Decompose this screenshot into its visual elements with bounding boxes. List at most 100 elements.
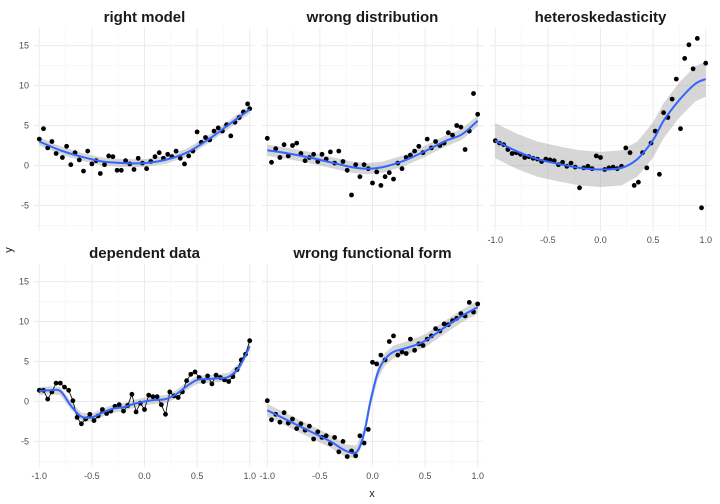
x-tick-label: 0.0	[138, 471, 151, 481]
data-point	[577, 185, 582, 191]
x-tick-label: 1.0	[699, 235, 712, 245]
data-point	[158, 402, 164, 408]
data-point	[522, 155, 528, 160]
data-point	[156, 150, 162, 156]
data-point	[53, 380, 59, 386]
data-point	[60, 155, 65, 160]
data-point	[163, 411, 168, 417]
data-point	[167, 389, 173, 395]
data-point	[64, 143, 69, 149]
data-point	[87, 411, 93, 417]
data-point	[568, 160, 574, 166]
data-point	[412, 347, 417, 353]
data-point	[636, 179, 641, 185]
smooth-fit-line	[494, 78, 707, 171]
data-point	[36, 136, 42, 142]
data-point	[353, 162, 359, 168]
data-point	[420, 343, 426, 348]
data-point	[386, 170, 392, 176]
data-point	[211, 128, 217, 134]
data-point	[184, 378, 190, 384]
data-point	[441, 321, 447, 327]
data-point	[623, 145, 629, 151]
data-point	[298, 421, 304, 427]
data-point	[361, 162, 367, 168]
data-point	[45, 396, 51, 402]
data-point	[110, 154, 116, 160]
data-point	[74, 415, 80, 420]
data-point	[357, 174, 363, 180]
data-point	[374, 361, 380, 367]
data-point	[585, 163, 591, 169]
data-point	[445, 130, 451, 136]
data-point	[370, 180, 375, 186]
data-point	[416, 143, 422, 149]
data-point	[682, 56, 688, 61]
data-point	[462, 147, 468, 152]
data-point	[678, 126, 683, 132]
y-tick-label: 5	[24, 357, 29, 367]
data-point	[340, 439, 346, 444]
x-axis-title: x	[369, 488, 375, 500]
data-point	[49, 139, 55, 144]
data-point	[307, 423, 312, 429]
data-point	[215, 125, 221, 131]
data-point	[131, 167, 137, 172]
panel-title: wrong distribution	[306, 9, 439, 26]
data-point	[290, 416, 295, 422]
data-point	[135, 155, 141, 161]
y-tick-label: 10	[19, 81, 29, 91]
data-point	[598, 155, 603, 160]
data-point	[97, 171, 103, 176]
data-point	[703, 60, 709, 66]
data-point	[669, 96, 675, 102]
x-tick-label: 0.0	[594, 235, 607, 245]
y-tick-label: 0	[24, 396, 29, 406]
data-point	[264, 398, 270, 404]
data-point	[273, 146, 279, 152]
data-point	[129, 391, 135, 397]
data-point	[281, 410, 287, 416]
data-point	[114, 167, 120, 173]
data-point	[323, 433, 329, 439]
data-point	[281, 142, 287, 148]
data-point	[378, 352, 384, 358]
panel-title: right model	[104, 9, 186, 26]
data-point	[102, 162, 107, 168]
data-point	[694, 36, 700, 41]
data-point	[399, 349, 405, 355]
confidence-ribbon	[39, 105, 250, 168]
data-point	[118, 167, 124, 173]
x-tick-label: -1.0	[32, 471, 48, 481]
data-point	[661, 110, 666, 116]
data-point	[336, 449, 342, 455]
data-point	[336, 148, 342, 154]
data-point	[186, 153, 192, 159]
data-point	[686, 42, 692, 48]
data-point	[100, 407, 105, 412]
x-tick-label: 0.5	[647, 235, 660, 245]
data-point	[699, 205, 704, 211]
data-point	[41, 126, 46, 132]
data-point	[395, 352, 401, 358]
data-point	[386, 339, 392, 344]
data-point	[302, 158, 308, 164]
data-point	[408, 336, 413, 342]
data-point	[370, 359, 375, 365]
data-point	[106, 153, 112, 159]
data-point	[332, 435, 337, 440]
data-point	[188, 371, 194, 377]
data-point	[269, 417, 274, 423]
confidence-ribbon	[39, 342, 250, 422]
data-point	[391, 333, 396, 339]
data-point	[328, 149, 333, 155]
x-tick-label: -1.0	[488, 235, 504, 245]
data-point	[177, 155, 183, 161]
data-point	[466, 300, 472, 305]
data-point	[89, 161, 95, 167]
data-point	[365, 427, 371, 432]
facet-panel: dependent data -5 0 5 10 15 -1.0 -0.5 0.0 0.5 1.0	[19, 245, 256, 481]
data-point	[433, 139, 438, 144]
data-point	[203, 135, 208, 140]
data-point	[123, 158, 128, 164]
